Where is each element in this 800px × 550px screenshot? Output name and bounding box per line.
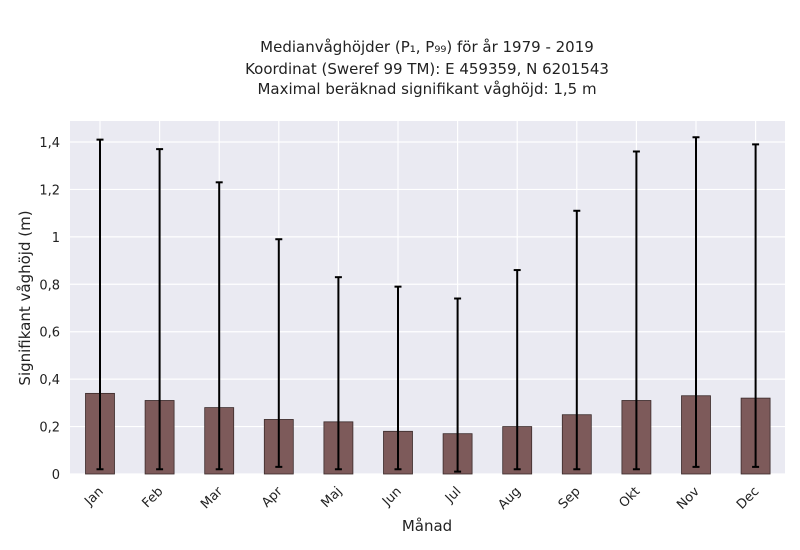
chart-title-line-3: Maximal beräknad signifikant våghöjd: 1,… (257, 80, 596, 98)
x-tick-label: Nov (674, 484, 703, 513)
x-tick-label: Maj (319, 484, 346, 511)
y-tick-label: 1,4 (39, 136, 60, 151)
x-axis-ticks: Jan Feb Mar Apr Maj Jun Jul Aug Sep Okt Nov Dec (81, 484, 762, 513)
x-tick-label: Okt (616, 484, 643, 511)
y-tick-label: 0,6 (39, 326, 60, 341)
error-bars (96, 136, 760, 473)
y-tick-label: 0,2 (39, 421, 60, 436)
y-tick-label: 1 (52, 231, 60, 246)
y-tick-label: 0,4 (39, 373, 60, 388)
chart-title-line-1: Medianvåghöjder (P₁, P₉₉) för år 1979 - … (260, 38, 594, 56)
y-axis-ticks: 0 0,2 0,4 0,6 0,8 1 1,2 1,4 (39, 136, 60, 483)
x-tick-label: Aug (495, 484, 524, 513)
x-tick-label: Dec (734, 484, 762, 512)
plot-area (70, 121, 785, 474)
chart-title: Medianvåghöjder (P₁, P₉₉) för år 1979 - … (245, 38, 609, 98)
x-tick-label: Sep (556, 484, 584, 512)
x-tick-label: Apr (259, 484, 286, 511)
y-tick-label: 0,8 (39, 278, 60, 293)
y-tick-label: 0 (52, 468, 60, 483)
x-tick-label: Jul (442, 484, 464, 506)
x-tick-label: Jan (81, 484, 106, 509)
x-axis-label: Månad (402, 517, 452, 535)
x-tick-label: Feb (140, 484, 167, 511)
y-axis-label: Signifikant våghöjd (m) (16, 210, 34, 385)
y-tick-label: 1,2 (39, 183, 60, 198)
x-tick-label: Mar (198, 484, 226, 512)
x-tick-label: Jun (379, 484, 405, 510)
chart-title-line-2: Koordinat (Sweref 99 TM): E 459359, N 62… (245, 60, 609, 78)
